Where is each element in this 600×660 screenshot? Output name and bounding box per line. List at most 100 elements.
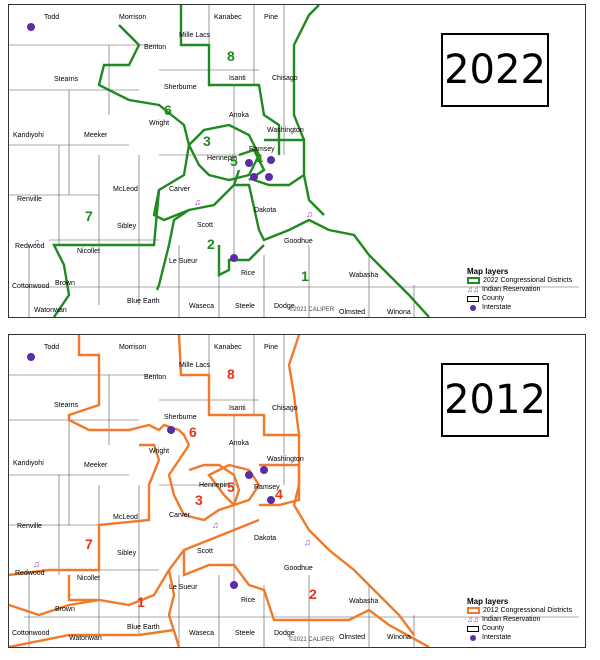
- svg-text:Mille Lacs: Mille Lacs: [179, 362, 211, 369]
- svg-text:Watonwan: Watonwan: [69, 635, 102, 642]
- svg-text:Winona: Winona: [387, 634, 411, 641]
- interstate-icon: [27, 353, 35, 361]
- svg-text:Isanti: Isanti: [229, 75, 246, 82]
- svg-text:Renville: Renville: [17, 523, 42, 530]
- svg-text:Steele: Steele: [235, 630, 255, 637]
- svg-text:Washington: Washington: [267, 127, 304, 134]
- legend-row-districts: 2022 Congressional Districts: [467, 276, 585, 285]
- reservation-markers: ♫ ♫ ♫: [33, 520, 311, 569]
- svg-text:Anoka: Anoka: [229, 112, 249, 119]
- svg-text:Stearns: Stearns: [54, 76, 79, 83]
- interstate-markers: [27, 23, 275, 262]
- interstate-icon: [265, 173, 273, 181]
- interstate-icon: [250, 173, 258, 181]
- year-label: 2022: [441, 33, 549, 107]
- district-label-4: 4: [255, 151, 263, 167]
- district-label-6: 6: [164, 102, 172, 118]
- legend-row-reservation: ♫♫ Indian Reservation: [467, 615, 541, 624]
- interstate-icon: [27, 23, 35, 31]
- svg-text:Kanabec: Kanabec: [214, 14, 242, 21]
- svg-text:McLeod: McLeod: [113, 514, 138, 521]
- reservation-markers: ♫ ♫ ♫: [33, 197, 313, 247]
- interstate-icon: [167, 426, 175, 434]
- district-boundaries: [9, 335, 430, 647]
- svg-text:Wright: Wright: [149, 120, 169, 127]
- interstate-icon: [230, 254, 238, 262]
- svg-text:Cottonwood: Cottonwood: [12, 283, 49, 290]
- svg-text:Benton: Benton: [144, 374, 166, 381]
- svg-text:Goodhue: Goodhue: [284, 565, 313, 572]
- svg-text:Todd: Todd: [44, 14, 59, 21]
- legend-row-interstate: Interstate: [467, 633, 585, 642]
- svg-text:Isanti: Isanti: [229, 405, 246, 412]
- county-labels: Todd Morrison Kanabec Pine Mille Lacs Be…: [12, 14, 411, 316]
- svg-text:Le Sueur: Le Sueur: [169, 584, 198, 591]
- svg-text:Sherburne: Sherburne: [164, 414, 197, 421]
- district-label-3: 3: [203, 133, 211, 149]
- district-label-4: 4: [275, 486, 283, 502]
- legend-row-reservation: ♫♫ Indian Reservation: [467, 285, 541, 294]
- district-label-5: 5: [227, 479, 235, 495]
- district-label-8: 8: [227, 48, 235, 64]
- svg-text:Todd: Todd: [44, 344, 59, 351]
- svg-text:Dodge: Dodge: [274, 303, 295, 310]
- district-label-5: 5: [230, 153, 238, 169]
- svg-text:Morrison: Morrison: [119, 344, 146, 351]
- svg-text:Renville: Renville: [17, 196, 42, 203]
- interstate-icon: [267, 496, 275, 504]
- map-svg-2022: ♫ ♫ ♫ Todd Morrison Kanabec Pine Mille L…: [9, 5, 579, 317]
- interstate-icon: [260, 466, 268, 474]
- svg-text:Pine: Pine: [264, 344, 278, 351]
- reservation-icon: ♫♫: [467, 615, 479, 624]
- svg-text:Wabasha: Wabasha: [349, 272, 378, 279]
- reservation-icon: ♫♫: [467, 285, 479, 294]
- svg-text:Waseca: Waseca: [189, 630, 214, 637]
- map-legend: Map layers 2012 Congressional Districts …: [467, 597, 585, 642]
- svg-text:Le Sueur: Le Sueur: [169, 258, 198, 265]
- svg-text:McLeod: McLeod: [113, 186, 138, 193]
- legend-row-county: County: [467, 624, 585, 633]
- svg-text:Steele: Steele: [235, 303, 255, 310]
- interstate-icon: [230, 581, 238, 589]
- interstate-icon: [470, 304, 476, 311]
- svg-text:Ramsey: Ramsey: [254, 484, 280, 491]
- copyright: ©2021 CALIPER: [289, 307, 335, 313]
- legend-row-county: County: [467, 294, 585, 303]
- svg-text:Dakota: Dakota: [254, 207, 276, 214]
- svg-text:Redwood: Redwood: [15, 570, 45, 577]
- interstate-icon: [245, 471, 253, 479]
- svg-text:Redwood: Redwood: [15, 243, 45, 250]
- county-swatch-icon: [467, 295, 479, 302]
- svg-text:Wright: Wright: [149, 448, 169, 455]
- svg-text:Carver: Carver: [169, 186, 191, 193]
- svg-text:Waseca: Waseca: [189, 303, 214, 310]
- map-panel-2012: ♫ ♫ ♫ Todd Morrison Kanabec Pine Mille L…: [8, 334, 586, 648]
- district-swatch-icon: [467, 607, 480, 614]
- svg-text:Kanabec: Kanabec: [214, 344, 242, 351]
- svg-text:Hennepin: Hennepin: [199, 482, 229, 489]
- svg-text:Scott: Scott: [197, 548, 213, 555]
- svg-text:Carver: Carver: [169, 512, 191, 519]
- district-label-2: 2: [309, 586, 317, 602]
- svg-text:Scott: Scott: [197, 222, 213, 229]
- reservation-icon: ♫: [33, 559, 40, 569]
- svg-text:Ramsey: Ramsey: [249, 146, 275, 153]
- district-swatch-icon: [467, 277, 480, 284]
- reservation-icon: ♫: [194, 197, 201, 207]
- svg-text:Wabasha: Wabasha: [349, 598, 378, 605]
- interstate-markers: [27, 353, 275, 589]
- year-label: 2012: [441, 363, 549, 437]
- svg-text:Olmsted: Olmsted: [339, 309, 365, 316]
- legend-title: Map layers: [467, 597, 509, 606]
- svg-text:Mille Lacs: Mille Lacs: [179, 32, 211, 39]
- svg-text:Washington: Washington: [267, 456, 304, 463]
- svg-text:Pine: Pine: [264, 14, 278, 21]
- svg-text:Blue Earth: Blue Earth: [127, 624, 160, 631]
- svg-text:Blue Earth: Blue Earth: [127, 298, 160, 305]
- svg-text:Meeker: Meeker: [84, 132, 108, 139]
- svg-text:Brown: Brown: [55, 606, 75, 613]
- interstate-icon: [470, 634, 476, 641]
- reservation-icon: ♫: [306, 209, 313, 219]
- svg-text:Nicollet: Nicollet: [77, 575, 100, 582]
- copyright: ©2021 CALIPER: [289, 637, 335, 643]
